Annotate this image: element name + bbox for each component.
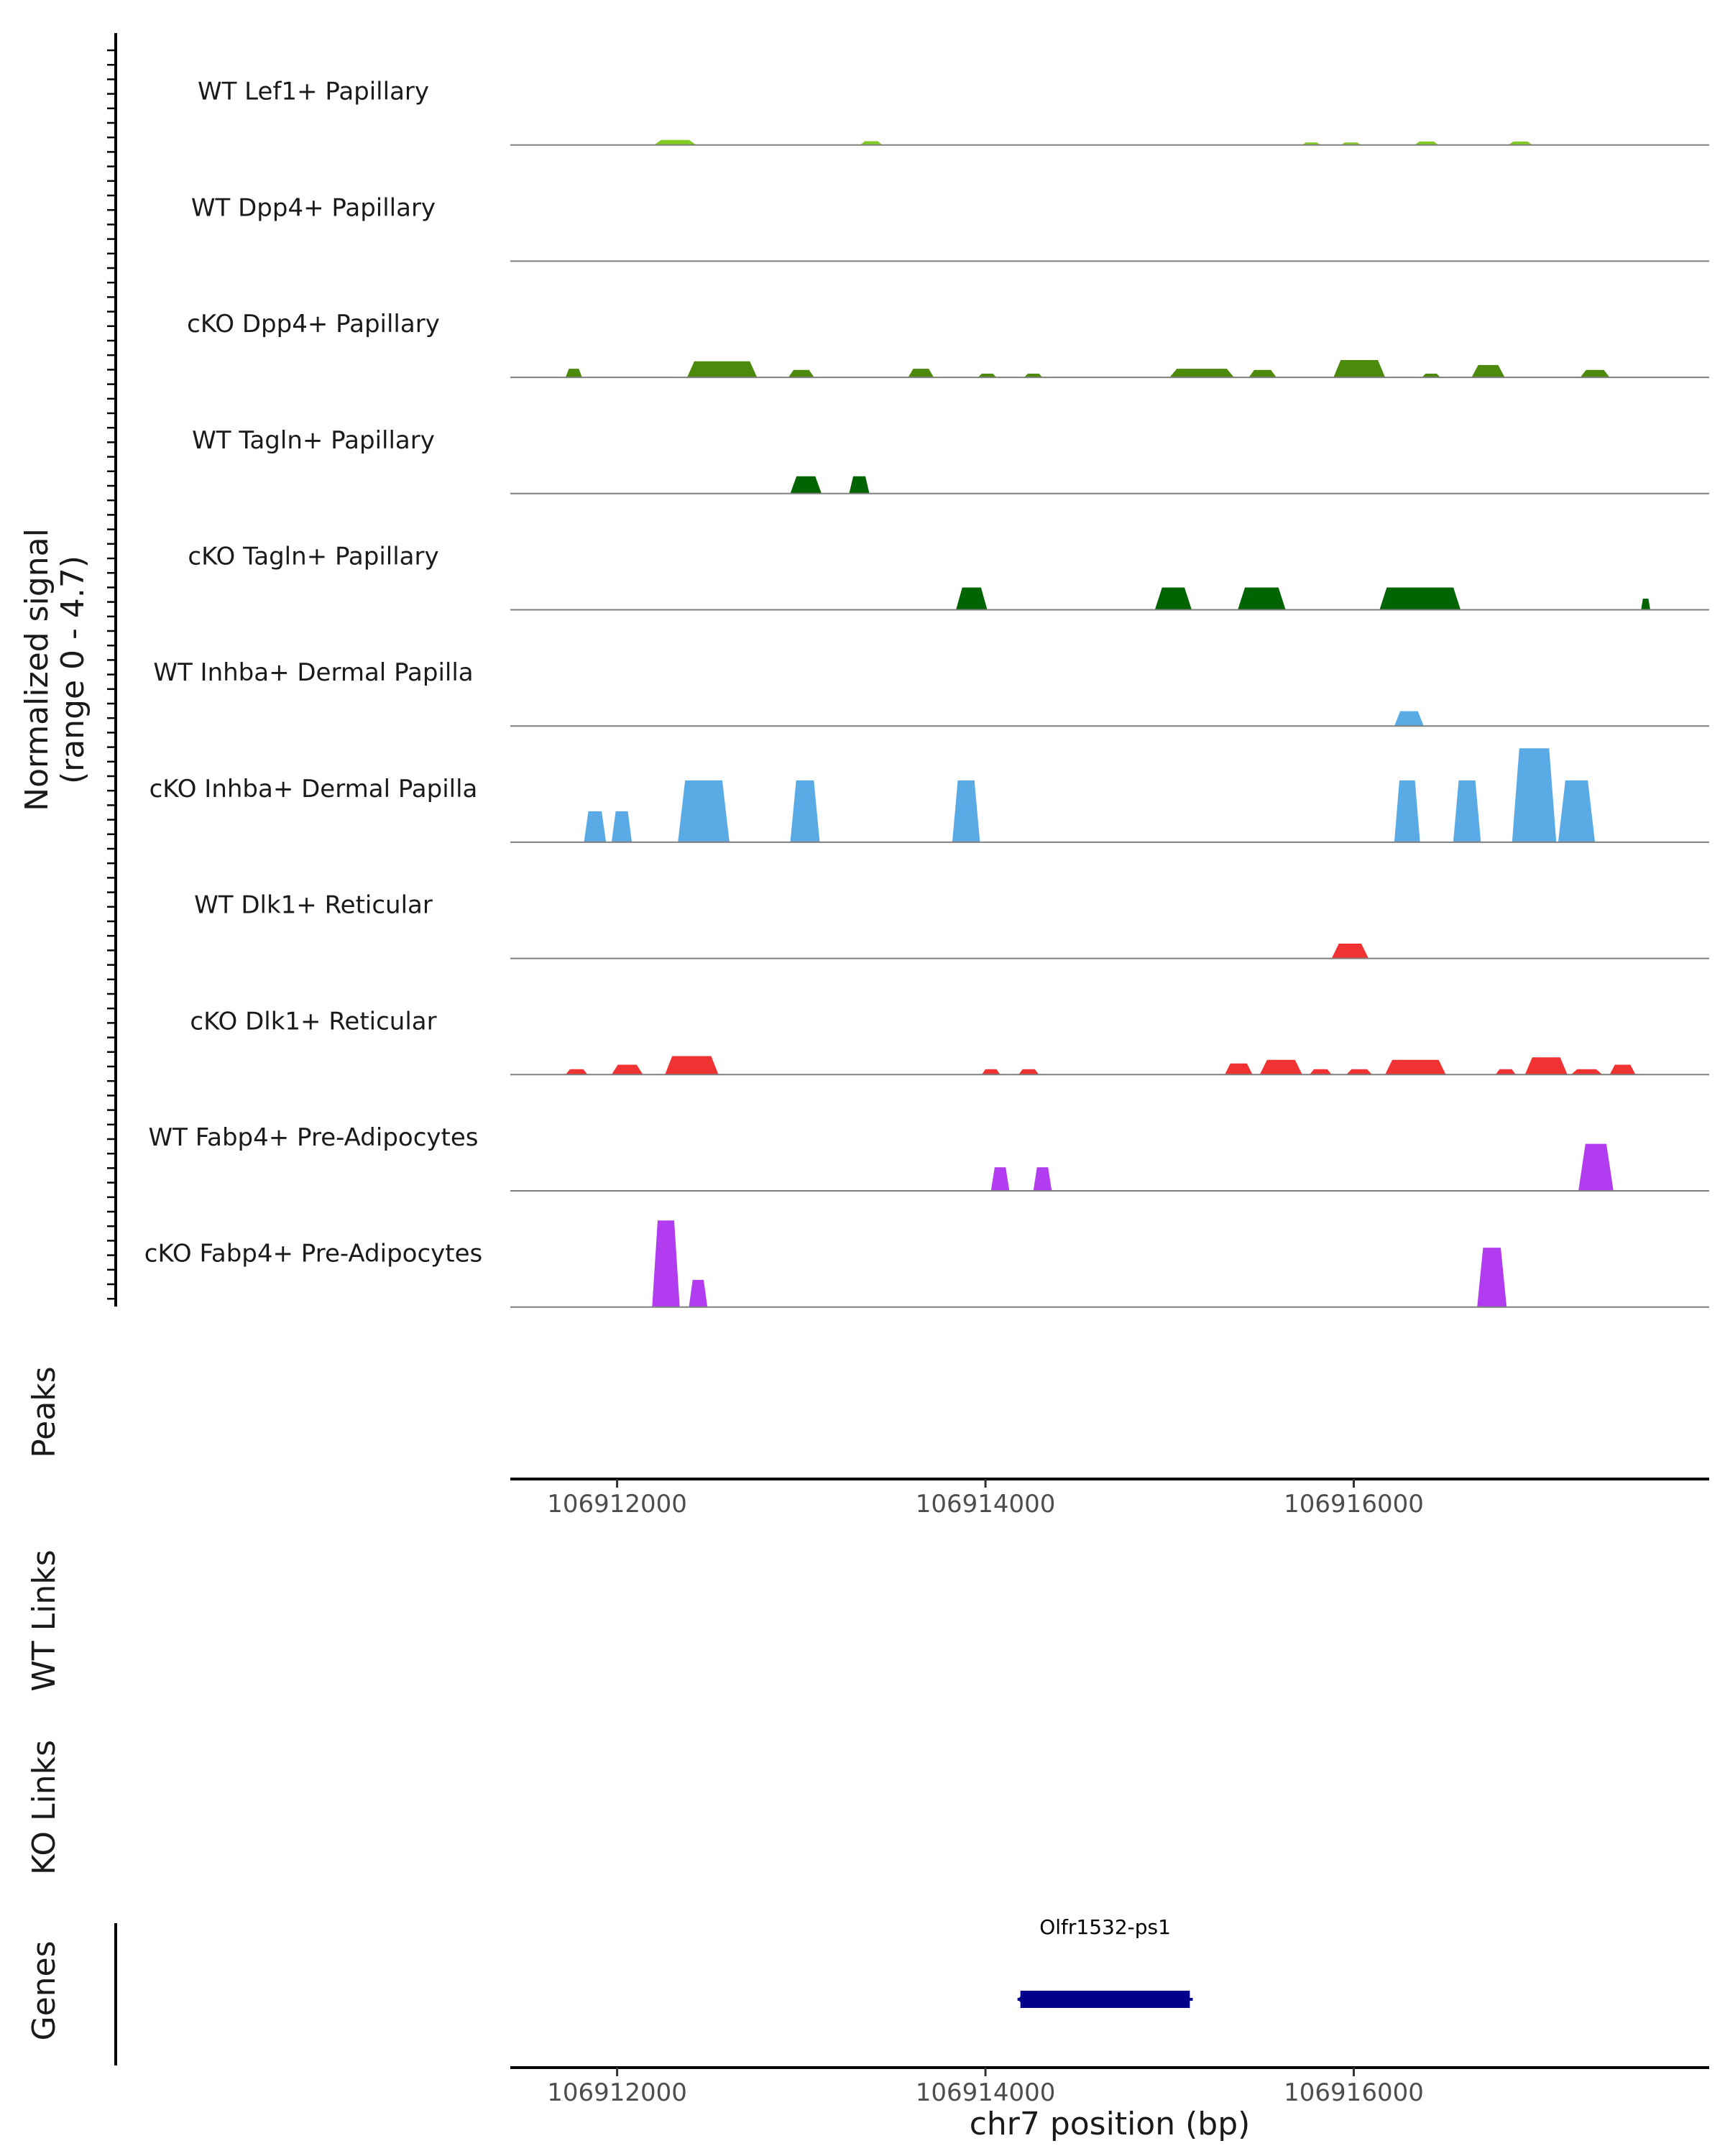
track-8: WT Dlk1+ Reticular bbox=[194, 891, 1709, 959]
track-label: cKO Tagln+ Papillary bbox=[188, 543, 438, 571]
signal-peak bbox=[1033, 1167, 1052, 1191]
signal-peak bbox=[1333, 360, 1386, 378]
signal-peak bbox=[1169, 369, 1234, 378]
signal-peak bbox=[1578, 1143, 1614, 1191]
signal-peak bbox=[978, 373, 997, 378]
track-label: WT Inhba+ Dermal Papilla bbox=[153, 658, 473, 687]
signal-peak bbox=[1422, 373, 1440, 378]
signal-peak bbox=[1524, 1057, 1568, 1075]
genes-label: Genes bbox=[26, 1940, 63, 2040]
x-tick-label: 106916000 bbox=[1284, 2078, 1424, 2107]
gene-Olfr1532-ps1: Olfr1532-ps1 bbox=[1017, 1915, 1193, 2008]
track-3: cKO Dpp4+ Papillary bbox=[187, 310, 1709, 379]
signal-peak bbox=[1558, 780, 1596, 842]
signal-peak bbox=[1512, 748, 1557, 842]
signal-y-axis-ticks bbox=[107, 49, 116, 1300]
signal-peak bbox=[1453, 780, 1481, 842]
signal-peak bbox=[1580, 369, 1610, 378]
ko-links-label: KO Links bbox=[26, 1740, 63, 1875]
gene-label: Olfr1532-ps1 bbox=[1039, 1915, 1171, 1939]
signal-peak bbox=[1394, 711, 1424, 727]
x-tick-label: 106914000 bbox=[916, 2078, 1056, 2107]
genes-x-axis-ticks: 106912000 106914000 106916000 bbox=[547, 2068, 1424, 2107]
signal-peak bbox=[1310, 1069, 1332, 1075]
signal-peak bbox=[565, 369, 582, 378]
signal-peak bbox=[1477, 1248, 1507, 1307]
signal-peak bbox=[1024, 373, 1043, 378]
signal-peak bbox=[1385, 1059, 1446, 1075]
signal-peak bbox=[611, 811, 632, 842]
signal-peak bbox=[1394, 780, 1420, 842]
x-tick-label: 106912000 bbox=[547, 2078, 687, 2107]
signal-peak bbox=[1248, 369, 1276, 378]
track-label: cKO Dlk1+ Reticular bbox=[190, 1007, 436, 1036]
signal-peak bbox=[788, 369, 814, 378]
signal-peak bbox=[1379, 587, 1461, 610]
track-label: cKO Inhba+ Dermal Papilla bbox=[150, 775, 478, 803]
signal-peak bbox=[990, 1167, 1010, 1191]
signal-peak bbox=[790, 780, 820, 842]
signal-peak bbox=[908, 369, 934, 378]
signal-peak bbox=[689, 1279, 708, 1307]
peaks-label: Peaks bbox=[26, 1366, 63, 1457]
signal-peak bbox=[1225, 1063, 1253, 1075]
signal-peak bbox=[1259, 1059, 1302, 1075]
track-5: cKO Tagln+ Papillary bbox=[188, 543, 1709, 611]
signal-peak bbox=[665, 1056, 719, 1075]
signal-peak bbox=[1508, 141, 1532, 145]
signal-peak bbox=[687, 361, 758, 378]
signal-peak bbox=[952, 780, 980, 842]
track-label: WT Tagln+ Papillary bbox=[192, 426, 435, 455]
track-1: WT Lef1+ Papillary bbox=[198, 78, 1709, 146]
gene-annotations: Olfr1532-ps1 bbox=[1017, 1915, 1193, 2008]
signal-peak bbox=[1414, 141, 1439, 145]
signal-peak bbox=[860, 141, 883, 145]
signal-peak bbox=[652, 1220, 680, 1307]
x-tick-label: 106916000 bbox=[1284, 1490, 1424, 1519]
track-2: WT Dpp4+ Papillary bbox=[191, 193, 1709, 262]
signal-peak bbox=[790, 476, 822, 494]
signal-peak bbox=[1609, 1064, 1636, 1075]
signal-peak bbox=[653, 139, 696, 145]
track-label: WT Lef1+ Papillary bbox=[198, 78, 429, 106]
signal-peak bbox=[1346, 1069, 1373, 1075]
track-11: cKO Fabp4+ Pre-Adipocytes bbox=[144, 1220, 1709, 1308]
track-6: WT Inhba+ Dermal Papilla bbox=[153, 658, 1709, 727]
track-10: WT Fabp4+ Pre-Adipocytes bbox=[149, 1123, 1709, 1192]
track-7: cKO Inhba+ Dermal Papilla bbox=[150, 748, 1709, 843]
signal-ylabel-line2: (range 0 - 4.7) bbox=[55, 556, 91, 784]
signal-peak bbox=[1154, 587, 1192, 610]
track-4: WT Tagln+ Papillary bbox=[192, 426, 1709, 494]
x-tick-label: 106914000 bbox=[916, 1490, 1056, 1519]
peaks-x-axis-ticks: 106912000 106914000 106916000 bbox=[547, 1479, 1424, 1519]
x-axis-title: chr7 position (bp) bbox=[970, 2106, 1251, 2142]
wt-links-label: WT Links bbox=[26, 1549, 63, 1691]
signal-peak bbox=[584, 811, 607, 842]
track-label: cKO Dpp4+ Papillary bbox=[187, 310, 440, 338]
signal-peak bbox=[1471, 364, 1505, 378]
coverage-tracks: WT Lef1+ Papillary WT Dpp4+ Papillary cKO … bbox=[144, 78, 1709, 1308]
signal-peak bbox=[981, 1069, 1000, 1075]
signal-peak bbox=[611, 1064, 643, 1075]
signal-ylabel-line1: Normalized signal bbox=[19, 528, 55, 811]
signal-peak bbox=[678, 780, 730, 842]
signal-peak bbox=[1570, 1069, 1603, 1075]
signal-peak bbox=[956, 587, 988, 610]
track-label: WT Dlk1+ Reticular bbox=[194, 891, 433, 920]
signal-peak bbox=[1495, 1069, 1516, 1075]
track-label: WT Fabp4+ Pre-Adipocytes bbox=[149, 1123, 479, 1152]
signal-peak bbox=[1238, 587, 1286, 610]
track-label: WT Dpp4+ Papillary bbox=[191, 193, 436, 222]
track-9: cKO Dlk1+ Reticular bbox=[190, 1007, 1709, 1076]
x-tick-label: 106912000 bbox=[547, 1490, 687, 1519]
gene-strand-arrow bbox=[1017, 1991, 1027, 2007]
track-label: cKO Fabp4+ Pre-Adipocytes bbox=[144, 1240, 483, 1268]
signal-peak bbox=[1331, 944, 1368, 959]
signal-peak bbox=[1018, 1069, 1039, 1075]
signal-peak bbox=[1641, 599, 1650, 610]
signal-peak bbox=[849, 476, 870, 494]
signal-peak bbox=[565, 1069, 588, 1075]
signal-y-axis bbox=[107, 33, 117, 1307]
